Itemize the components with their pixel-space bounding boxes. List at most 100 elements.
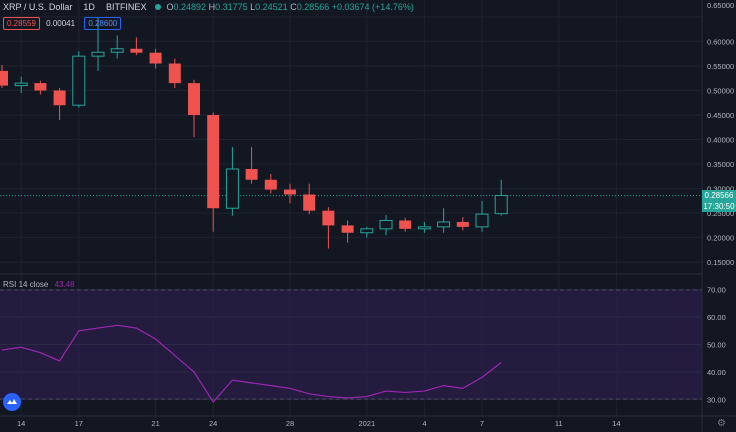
- candle-body: [360, 228, 374, 234]
- candle: [225, 146, 239, 216]
- candle: [303, 183, 316, 215]
- x-tick-label: 7: [480, 419, 484, 428]
- candle-body: [130, 48, 143, 53]
- candle: [437, 208, 451, 233]
- open-value: 0.24892: [173, 2, 207, 12]
- x-tick-label: 17: [75, 419, 83, 428]
- candle: [475, 200, 489, 232]
- candle-body: [225, 168, 239, 209]
- change-value: +0.03674 (+14.76%): [331, 2, 414, 12]
- close-value: 0.28566: [296, 2, 330, 12]
- x-tick-label: 21: [151, 419, 159, 428]
- candle-body: [207, 115, 220, 209]
- candle: [91, 17, 105, 71]
- ask-price-box[interactable]: 0.28600: [84, 17, 122, 30]
- candle: [417, 221, 431, 233]
- candle: [245, 146, 258, 184]
- candle: [399, 218, 412, 232]
- candle-body: [245, 168, 258, 180]
- y-tick-label: 0.45000: [707, 111, 734, 120]
- candle: [0, 64, 8, 89]
- candle: [72, 51, 86, 108]
- candle: [341, 220, 354, 243]
- rsi-tick-label: 40.00: [707, 368, 726, 377]
- y-tick-label: 0.25000: [707, 209, 734, 218]
- candle: [322, 207, 335, 249]
- candle-body: [34, 83, 47, 91]
- candle: [34, 80, 47, 95]
- high-value: 0.31775: [215, 2, 248, 12]
- x-tick-label: 4: [422, 419, 426, 428]
- rsi-line: [1, 324, 502, 404]
- settings-gear-icon[interactable]: ⚙: [717, 418, 726, 429]
- candle-body: [284, 189, 296, 195]
- candle-body: [149, 52, 162, 64]
- candle-body: [303, 194, 316, 211]
- rsi-name: RSI: [3, 280, 17, 289]
- candle-body: [110, 48, 124, 53]
- rsi-tick-label: 50.00: [707, 341, 726, 350]
- close-label: C: [290, 2, 297, 12]
- tradingview-logo-icon[interactable]: [3, 393, 21, 411]
- candle-body: [341, 225, 354, 233]
- rsi-params: 14 close: [18, 280, 49, 289]
- symbol-name[interactable]: XRP / U.S. Dollar: [3, 2, 73, 12]
- candle: [360, 226, 374, 238]
- candle-body: [475, 213, 489, 228]
- candle: [284, 183, 296, 204]
- candle-body: [417, 226, 431, 230]
- candle-body: [72, 55, 86, 106]
- y-tick-label: 0.65000: [707, 1, 734, 10]
- exchange: BITFINEX: [105, 2, 147, 12]
- candle-body: [456, 221, 469, 227]
- candle-body: [91, 51, 105, 57]
- x-tick-label: 14: [17, 419, 25, 428]
- candle: [14, 76, 28, 93]
- candle: [53, 88, 66, 120]
- quote-boxes: 0.28559 0.00041 0.28600: [3, 17, 125, 30]
- candle: [110, 35, 124, 59]
- y-tick-label: 0.60000: [707, 37, 734, 46]
- y-tick-label: 0.40000: [707, 136, 734, 145]
- candle: [188, 79, 200, 138]
- x-tick-label: 24: [209, 419, 217, 428]
- y-tick-label: 0.50000: [707, 86, 734, 95]
- interval[interactable]: 1D: [83, 2, 95, 12]
- symbol-header: XRP / U.S. Dollar 1D BITFINEX O0.24892 H…: [3, 2, 414, 12]
- x-tick-label: 14: [612, 419, 620, 428]
- candle: [207, 112, 220, 232]
- candle-body: [168, 63, 181, 84]
- x-tick-label: 11: [555, 419, 563, 428]
- y-tick-label: 0.30000: [707, 185, 734, 194]
- y-tick-label: 0.20000: [707, 234, 734, 243]
- rsi-tick-label: 70.00: [707, 286, 726, 295]
- x-tick-label: 2021: [358, 419, 375, 428]
- candle: [149, 48, 162, 69]
- candle-body: [53, 90, 66, 106]
- candle-body: [14, 82, 28, 87]
- y-tick-label: 0.55000: [707, 62, 734, 71]
- candle-body: [494, 194, 508, 215]
- candle-body: [322, 210, 335, 226]
- current-price-tag: 0.28566: [702, 190, 736, 202]
- candle: [379, 215, 393, 236]
- price-axis: [702, 0, 736, 432]
- candle: [168, 58, 181, 89]
- candle-body: [437, 221, 451, 228]
- candle-body: [188, 83, 200, 116]
- spread-value: 0.00041: [46, 19, 76, 28]
- candle: [456, 217, 469, 231]
- candle-body: [0, 70, 8, 86]
- rsi-value: 43.48: [54, 280, 75, 289]
- low-label: L: [250, 2, 256, 12]
- bar-countdown-tag: 17:30:50: [702, 201, 736, 213]
- candle: [494, 179, 508, 216]
- x-tick-label: 28: [286, 419, 294, 428]
- open-label: O: [166, 2, 174, 12]
- rsi-legend[interactable]: RSI 14 close 43.48: [3, 280, 75, 289]
- bid-price-box[interactable]: 0.28559: [3, 17, 40, 30]
- y-tick-label: 0.15000: [707, 258, 734, 267]
- low-value: 0.24521: [255, 2, 288, 12]
- rsi-tick-label: 60.00: [707, 313, 726, 322]
